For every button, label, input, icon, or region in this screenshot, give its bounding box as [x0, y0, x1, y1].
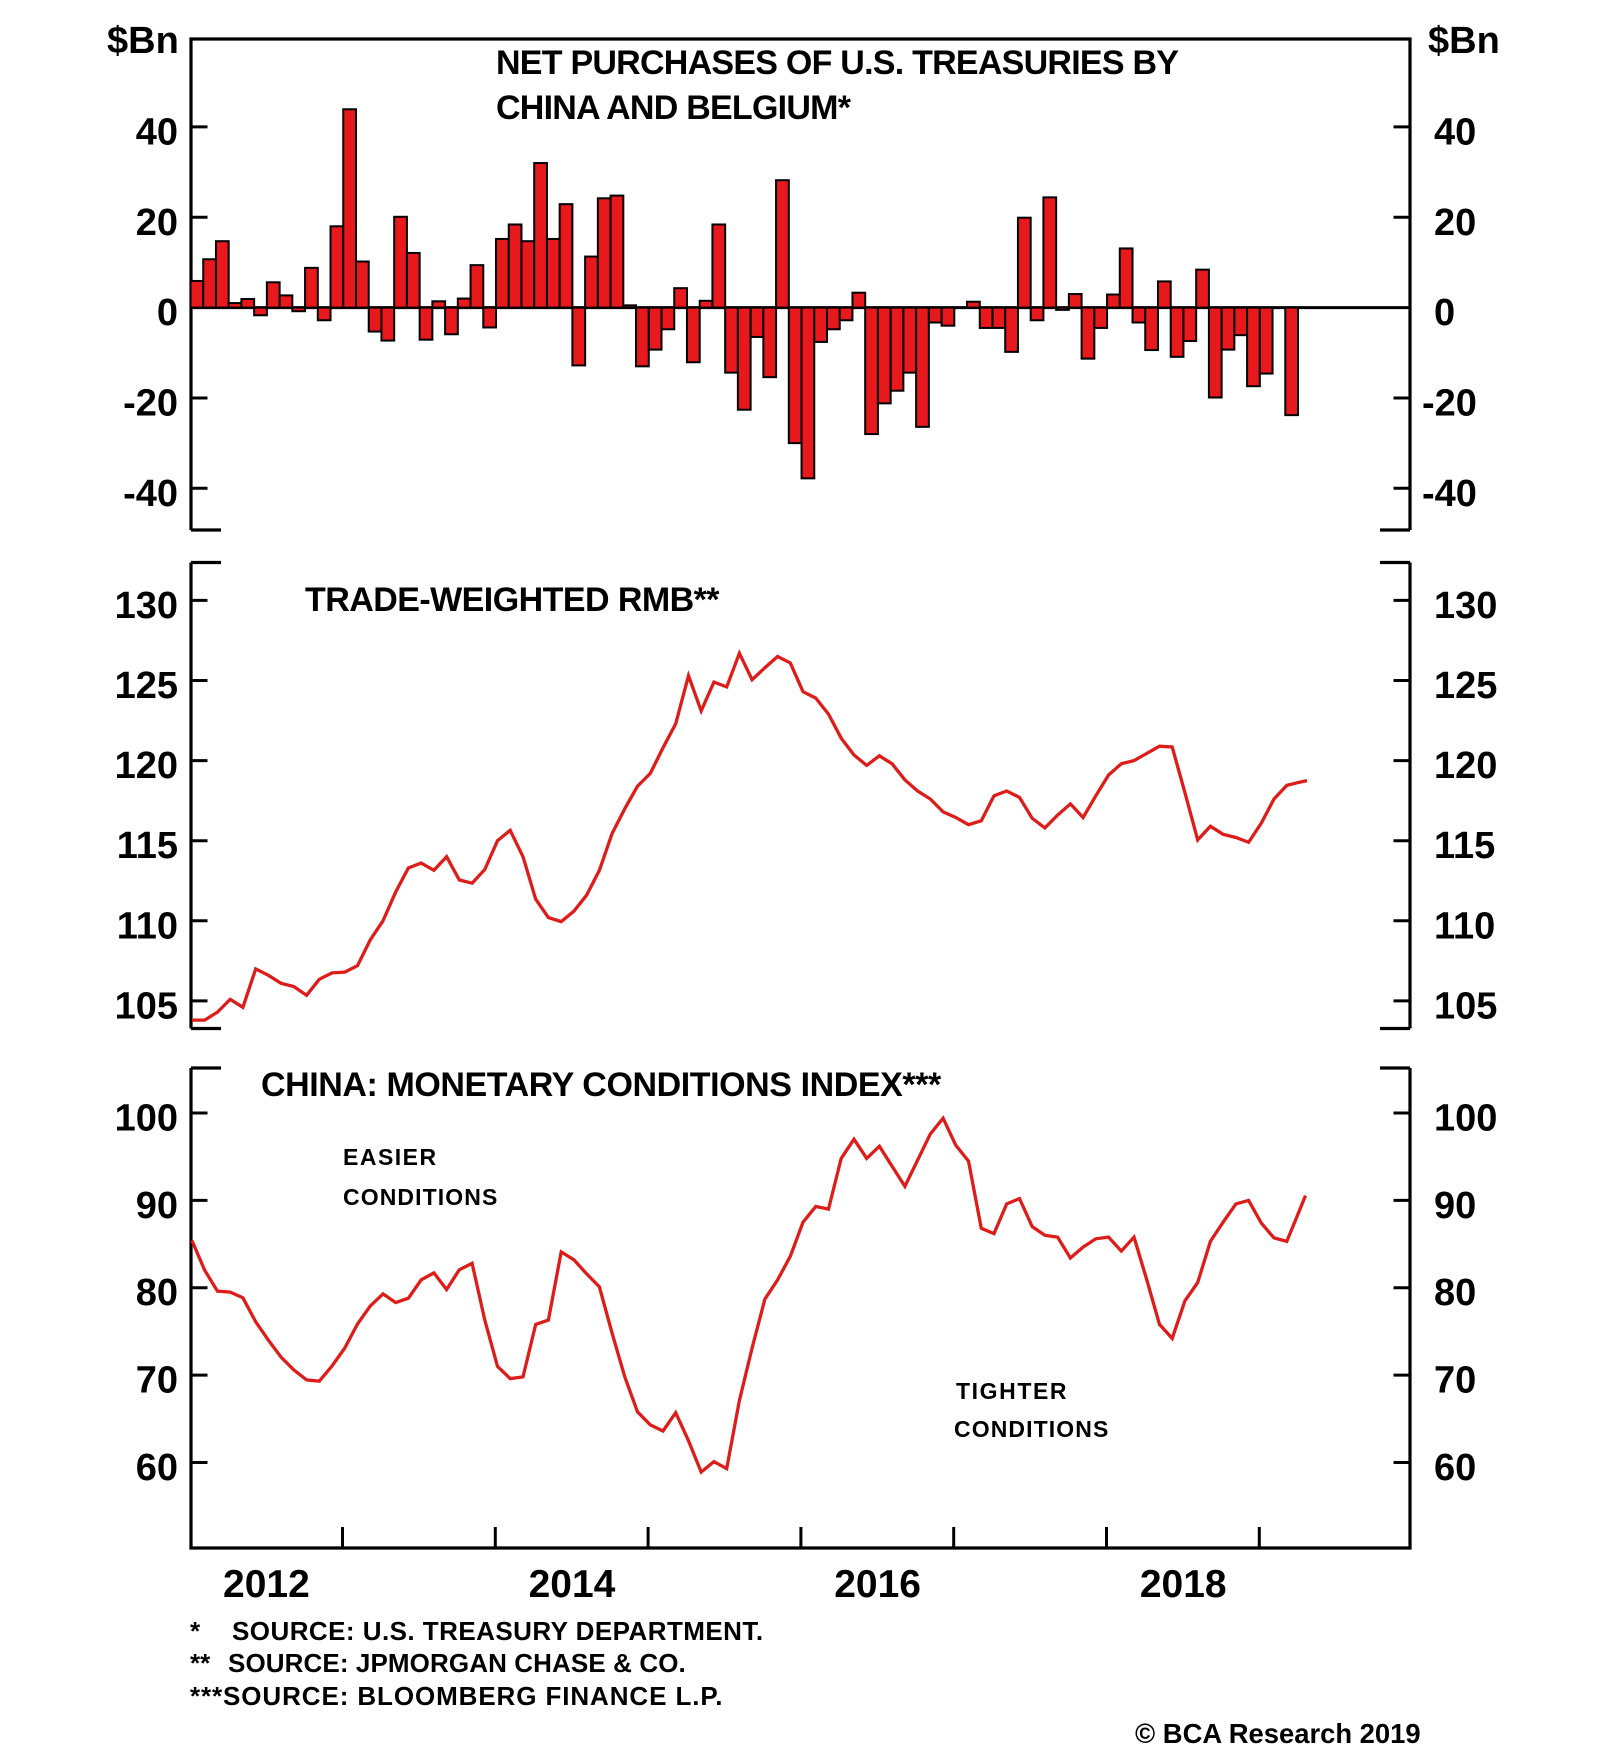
- svg-text:100: 100: [115, 1098, 178, 1140]
- svg-text:40: 40: [136, 111, 178, 153]
- svg-text:**: **: [190, 1648, 211, 1678]
- svg-text:SOURCE: JPMORGAN CHASE & CO.: SOURCE: JPMORGAN CHASE & CO.: [228, 1648, 686, 1678]
- svg-text:© BCA Research 2019: © BCA Research 2019: [1135, 1718, 1421, 1749]
- svg-text:70: 70: [136, 1360, 178, 1402]
- svg-text:125: 125: [115, 665, 178, 707]
- svg-text:115: 115: [117, 825, 178, 867]
- svg-text:CHINA AND BELGIUM*: CHINA AND BELGIUM*: [496, 89, 852, 127]
- svg-text:-20: -20: [1422, 383, 1477, 425]
- svg-text:EASIER: EASIER: [343, 1144, 438, 1170]
- svg-text:2014: 2014: [529, 1563, 616, 1606]
- svg-text:2018: 2018: [1140, 1563, 1227, 1606]
- svg-text:2016: 2016: [834, 1563, 921, 1606]
- svg-text:90: 90: [1434, 1185, 1476, 1227]
- svg-text:120: 120: [1434, 745, 1497, 787]
- svg-text:NET PURCHASES OF U.S. TREASURI: NET PURCHASES OF U.S. TREASURIES BY: [496, 44, 1179, 82]
- svg-text:***SOURCE: BLOOMBERG FINANCE L: ***SOURCE: BLOOMBERG FINANCE L.P.: [190, 1681, 723, 1711]
- svg-text:70: 70: [1434, 1360, 1476, 1402]
- svg-text:TRADE-WEIGHTED RMB**: TRADE-WEIGHTED RMB**: [305, 581, 720, 619]
- svg-text:*: *: [190, 1616, 201, 1646]
- svg-text:130: 130: [115, 585, 178, 627]
- svg-text:TIGHTER: TIGHTER: [956, 1378, 1068, 1404]
- svg-text:-20: -20: [123, 383, 178, 425]
- svg-text:80: 80: [1434, 1272, 1476, 1314]
- svg-text:90: 90: [136, 1185, 178, 1227]
- svg-text:$Bn: $Bn: [107, 20, 179, 62]
- svg-text:0: 0: [157, 292, 178, 334]
- svg-text:60: 60: [1434, 1447, 1476, 1489]
- svg-text:20: 20: [1434, 202, 1476, 244]
- svg-text:40: 40: [1434, 111, 1476, 153]
- svg-text:20: 20: [136, 202, 178, 244]
- svg-text:-40: -40: [123, 473, 178, 515]
- svg-text:130: 130: [1434, 585, 1497, 627]
- svg-text:-40: -40: [1422, 473, 1477, 515]
- svg-text:0: 0: [1434, 292, 1455, 334]
- svg-text:120: 120: [115, 745, 178, 787]
- svg-text:CONDITIONS: CONDITIONS: [954, 1416, 1109, 1442]
- svg-text:SOURCE: U.S. TREASURY DEPARTME: SOURCE: U.S. TREASURY DEPARTMENT.: [232, 1616, 764, 1646]
- svg-text:CHINA: MONETARY CONDITIONS IND: CHINA: MONETARY CONDITIONS INDEX***: [261, 1066, 942, 1104]
- svg-text:CONDITIONS: CONDITIONS: [343, 1184, 498, 1210]
- svg-text:100: 100: [1434, 1098, 1497, 1140]
- svg-text:115: 115: [1434, 825, 1495, 867]
- svg-text:2012: 2012: [223, 1563, 310, 1606]
- svg-text:105: 105: [1434, 985, 1497, 1027]
- svg-text:125: 125: [1434, 665, 1497, 707]
- svg-text:$Bn: $Bn: [1428, 20, 1500, 62]
- svg-text:60: 60: [136, 1447, 178, 1489]
- svg-text:105: 105: [115, 985, 178, 1027]
- svg-text:110: 110: [117, 905, 178, 947]
- svg-text:80: 80: [136, 1272, 178, 1314]
- svg-text:110: 110: [1434, 905, 1495, 947]
